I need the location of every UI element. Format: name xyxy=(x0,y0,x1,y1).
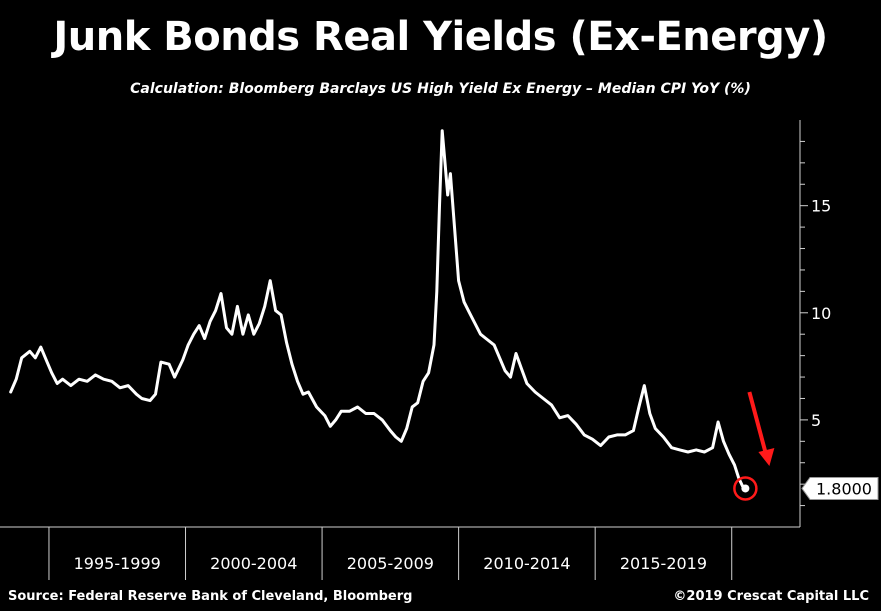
highlight-circle xyxy=(733,476,758,501)
x-period-label: 1995-1999 xyxy=(74,554,161,573)
last-value-label: 1.8000 xyxy=(816,479,872,498)
copyright-note: ©2019 Crescat Capital LLC xyxy=(673,589,869,604)
x-period-label: 2000-2004 xyxy=(210,554,297,573)
chart-title: Junk Bonds Real Yields (Ex-Energy) xyxy=(53,14,828,60)
y-tick-label: 15 xyxy=(811,197,831,216)
chart-subtitle: Calculation: Bloomberg Barclays US High … xyxy=(130,81,751,97)
last-point-marker xyxy=(741,484,750,493)
y-tick-label: 10 xyxy=(811,304,831,323)
down-arrow-head xyxy=(758,448,775,466)
y-tick-label: 5 xyxy=(811,411,821,430)
last-value-tag xyxy=(801,476,879,500)
series-line xyxy=(9,129,747,490)
x-period-label: 2010-2014 xyxy=(483,554,570,573)
plot-area: 5 10 15 1995-1999 2000-2004 2005-2009 2010-201… xyxy=(0,120,879,580)
x-period-label: 2015-2019 xyxy=(620,554,707,573)
source-note: Source: Federal Reserve Bank of Clevelan… xyxy=(8,589,413,604)
down-arrow-shaft xyxy=(747,391,768,453)
x-period-label: 2005-2009 xyxy=(347,554,434,573)
